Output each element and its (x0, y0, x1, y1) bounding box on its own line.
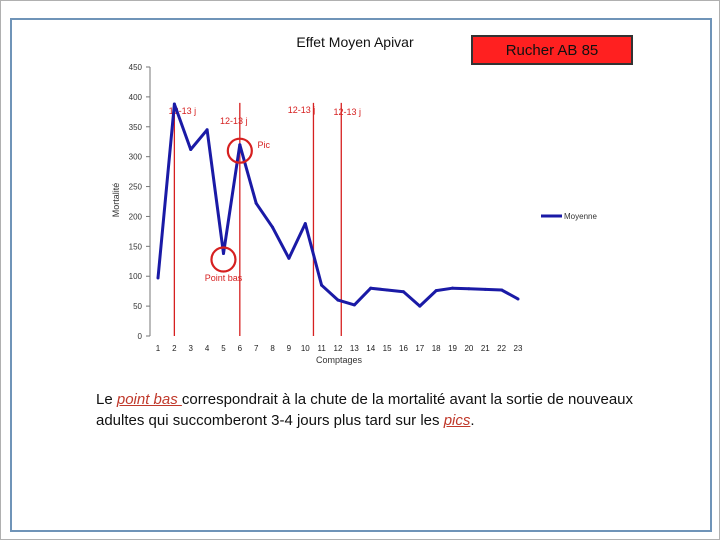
x-tick-label: 20 (464, 344, 473, 353)
y-tick-label: 250 (129, 183, 143, 192)
data-point (221, 252, 225, 256)
marker-label: 12-13 j (220, 116, 248, 126)
data-point (483, 287, 487, 291)
data-point (467, 287, 471, 291)
x-tick-label: 5 (221, 344, 226, 353)
x-tick-label: 4 (205, 344, 210, 353)
x-tick-label: 18 (432, 344, 441, 353)
point-bas-circle (210, 246, 237, 273)
x-tick-label: 23 (514, 344, 523, 353)
data-point (516, 297, 520, 301)
x-tick-label: 7 (254, 344, 259, 353)
marker-label: 12-13 j (288, 105, 316, 115)
y-tick-label: 450 (129, 63, 143, 72)
data-point (418, 304, 422, 308)
x-tick-label: 13 (350, 344, 359, 353)
y-tick-label: 400 (129, 93, 143, 102)
point-bas-label: Point bas (205, 273, 243, 283)
x-axis-label: Comptages (316, 355, 363, 365)
x-tick-label: 16 (399, 344, 408, 353)
y-tick-label: 50 (133, 302, 142, 311)
x-tick-label: 1 (156, 344, 161, 353)
caption-highlight-pics: pics (443, 412, 471, 429)
data-point (451, 286, 455, 290)
data-point (156, 276, 160, 280)
marker-label: 12-13 j (169, 106, 197, 116)
caption-part3: . (470, 412, 475, 429)
data-point (303, 222, 307, 226)
x-tick-label: 10 (301, 344, 310, 353)
x-tick-label: 6 (238, 344, 243, 353)
data-point (254, 201, 258, 205)
data-point (287, 256, 291, 260)
pic-label: Pic (258, 140, 271, 150)
data-point (401, 290, 405, 294)
data-point (336, 298, 340, 302)
data-point (238, 143, 242, 147)
pic-circle (226, 137, 253, 164)
data-point (500, 288, 504, 292)
caption-part2: correspondrait à la chute de la mortalit… (96, 391, 634, 429)
chart-frame (10, 18, 712, 532)
data-point (271, 225, 275, 229)
x-tick-label: 12 (334, 344, 343, 353)
caption-part1: Le (96, 391, 117, 408)
x-tick-label: 19 (448, 344, 457, 353)
data-point (172, 102, 176, 106)
y-axis-label: Mortalité (111, 183, 121, 218)
marker-label: 12-13 j (334, 107, 362, 117)
x-tick-label: 15 (383, 344, 392, 353)
y-tick-label: 200 (129, 212, 143, 221)
x-tick-label: 9 (287, 344, 292, 353)
caption: Le point bas correspondrait à la chute d… (96, 389, 656, 431)
data-point (320, 283, 324, 287)
x-tick-label: 22 (497, 344, 506, 353)
y-tick-label: 300 (129, 153, 143, 162)
x-tick-label: 11 (317, 344, 326, 353)
y-tick-label: 150 (129, 242, 143, 251)
x-tick-label: 17 (415, 344, 424, 353)
data-point (434, 289, 438, 293)
x-tick-label: 2 (172, 344, 177, 353)
x-tick-label: 8 (270, 344, 275, 353)
rucher-badge: Rucher AB 85 (471, 35, 633, 65)
y-tick-label: 100 (129, 272, 143, 281)
y-tick-label: 350 (129, 123, 143, 132)
x-tick-label: 21 (481, 344, 490, 353)
data-point (205, 128, 209, 132)
data-point (385, 288, 389, 292)
chart-title: Effet Moyen Apivar (296, 34, 414, 50)
caption-highlight-point-bas: point bas (116, 391, 182, 408)
data-point (369, 286, 373, 290)
x-tick-label: 14 (366, 344, 375, 353)
badge-label: Rucher AB 85 (505, 41, 599, 59)
data-point (352, 303, 356, 307)
legend-label-moyenne: Moyenne (564, 212, 597, 221)
data-point (189, 147, 193, 151)
x-tick-label: 3 (189, 344, 194, 353)
y-tick-label: 0 (138, 332, 143, 341)
